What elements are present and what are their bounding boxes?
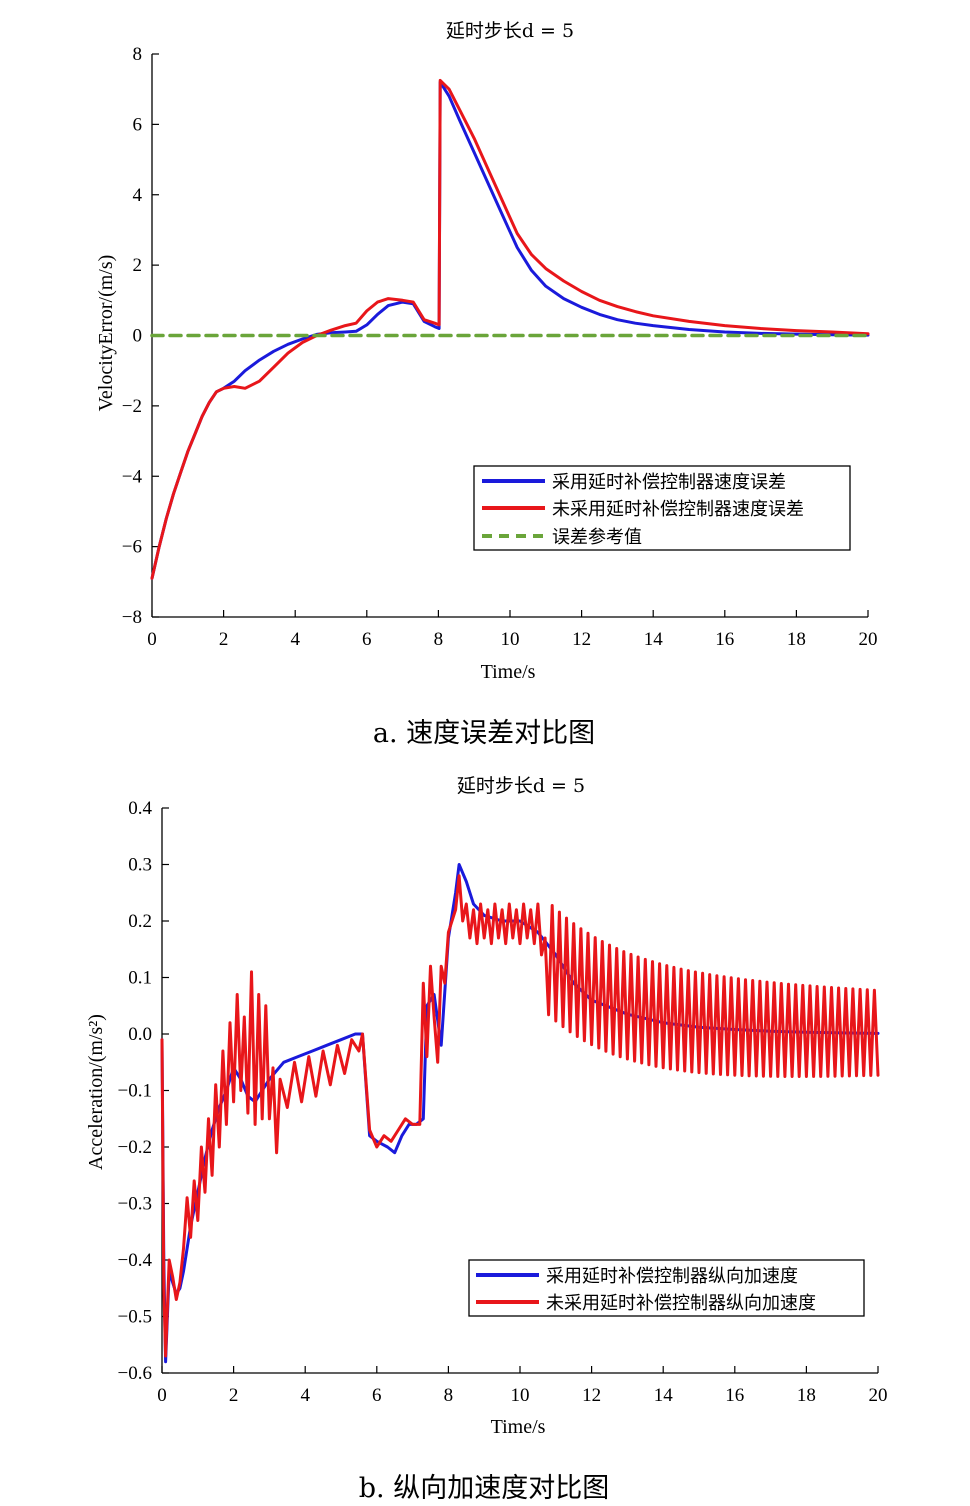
chart-a-x-tick-label: 14	[644, 629, 664, 650]
chart-b-y-tick-label: −0.3	[118, 1194, 152, 1215]
chart-b-y-tick-label: −0.5	[118, 1307, 152, 1328]
chart-b-y-tick-label: −0.4	[118, 1250, 153, 1271]
chart-a-y-label: VelocityError/(m/s)	[95, 255, 117, 412]
legend-a-label-3: 误差参考值	[552, 527, 642, 548]
chart-a-y-tick-label: −8	[122, 607, 142, 628]
chart-b-x-tick-label: 4	[300, 1385, 310, 1406]
chart-b-y-tick-label: 0.1	[128, 968, 152, 989]
chart-b-x-tick-label: 18	[797, 1385, 816, 1406]
chart-b-x-tick-label: 6	[372, 1385, 382, 1406]
chart-a-x-tick-label: 8	[434, 629, 444, 650]
chart-a-axes: 0 2 4 6 8 10 12 14 16 18 20 −8 −6 −4 −2 0 2 4 6 8	[122, 44, 878, 650]
chart-a-x-tick-label: 10	[501, 629, 520, 650]
chart-a-x-tick-label: 20	[859, 629, 878, 650]
chart-a-legend: 采用延时补偿控制器速度误差 未采用延时补偿控制器速度误差 误差参考值	[473, 465, 851, 551]
chart-b-x-tick-label: 2	[229, 1385, 239, 1406]
chart-a-x-tick-label: 4	[290, 629, 300, 650]
chart-a-y-tick-label: 2	[133, 255, 143, 276]
chart-b-title: 延时步长d = 5	[457, 775, 585, 797]
chart-b-legend: 采用延时补偿控制器纵向加速度 未采用延时补偿控制器纵向加速度	[468, 1259, 865, 1317]
legend-b-label-2: 未采用延时补偿控制器纵向加速度	[546, 1293, 816, 1314]
chart-b-y-tick-label: −0.1	[118, 1081, 152, 1102]
chart-b-y-tick-label: 0.0	[128, 1024, 152, 1045]
chart-a-series-2-line	[150, 78, 870, 580]
chart-b-x-tick-label: 12	[582, 1385, 601, 1406]
chart-a-series	[150, 78, 870, 580]
chart-b-y-tick-label: 0.4	[128, 798, 152, 819]
chart-b-y-tick-label: −0.6	[118, 1363, 152, 1384]
chart-b-x-tick-label: 0	[157, 1385, 167, 1406]
acceleration-chart: 延时步长d = 5 0 2 4 6 8 10 12 14 16 18 20 −0.6 −0.5 −0.4 −…	[85, 775, 888, 1504]
chart-a-x-tick-label: 0	[147, 629, 157, 650]
chart-b-x-tick-label: 10	[511, 1385, 530, 1406]
velocity-error-chart: 延时步长d = 5 0 2 4 6 8 10 12 14 16 18 20 −8 −6 −4 −2 0 2 4 6 8…	[95, 20, 878, 749]
chart-b-y-tick-label: 0.2	[128, 911, 152, 932]
chart-a-y-tick-label: −4	[122, 466, 143, 487]
chart-b-legend-box	[468, 1259, 865, 1317]
chart-b-y-label: Acceleration/(m/s²)	[85, 1014, 107, 1170]
chart-a-x-tick-label: 6	[362, 629, 372, 650]
chart-a-caption: a. 速度误差对比图	[373, 718, 595, 749]
chart-a-y-tick-label: 0	[133, 326, 143, 347]
chart-a-x-label: Time/s	[481, 661, 536, 683]
chart-b-series	[160, 863, 880, 1364]
chart-a-y-tick-label: 6	[133, 114, 143, 135]
chart-a-y-tick-label: −2	[122, 396, 142, 417]
legend-a-label-2: 未采用延时补偿控制器速度误差	[552, 499, 804, 520]
chart-a-y-tick-label: −6	[122, 537, 142, 558]
chart-b-caption: b. 纵向加速度对比图	[359, 1473, 609, 1504]
chart-a-x-tick-label: 16	[715, 629, 734, 650]
chart-a-x-tick-label: 18	[787, 629, 806, 650]
chart-b-y-tick-label: −0.2	[118, 1137, 152, 1158]
legend-a-label-1: 采用延时补偿控制器速度误差	[552, 472, 786, 493]
chart-b-y-tick-label: 0.3	[128, 855, 152, 876]
chart-a-title: 延时步长d = 5	[446, 20, 574, 42]
chart-b-x-tick-label: 20	[869, 1385, 888, 1406]
chart-b-axes: 0 2 4 6 8 10 12 14 16 18 20 −0.6 −0.5 −0.4 −0.3 −0.2 −0.…	[118, 798, 888, 1406]
chart-a-x-tick-label: 12	[572, 629, 591, 650]
chart-b-x-tick-label: 8	[444, 1385, 454, 1406]
chart-b-x-label: Time/s	[491, 1416, 546, 1438]
legend-b-label-1: 采用延时补偿控制器纵向加速度	[546, 1266, 798, 1287]
chart-b-x-tick-label: 16	[725, 1385, 744, 1406]
chart-a-y-tick-label: 8	[133, 44, 143, 65]
chart-b-series-2-line	[160, 874, 880, 1358]
chart-a-y-tick-label: 4	[133, 185, 143, 206]
chart-a-x-tick-label: 2	[219, 629, 229, 650]
chart-b-x-tick-label: 14	[654, 1385, 674, 1406]
